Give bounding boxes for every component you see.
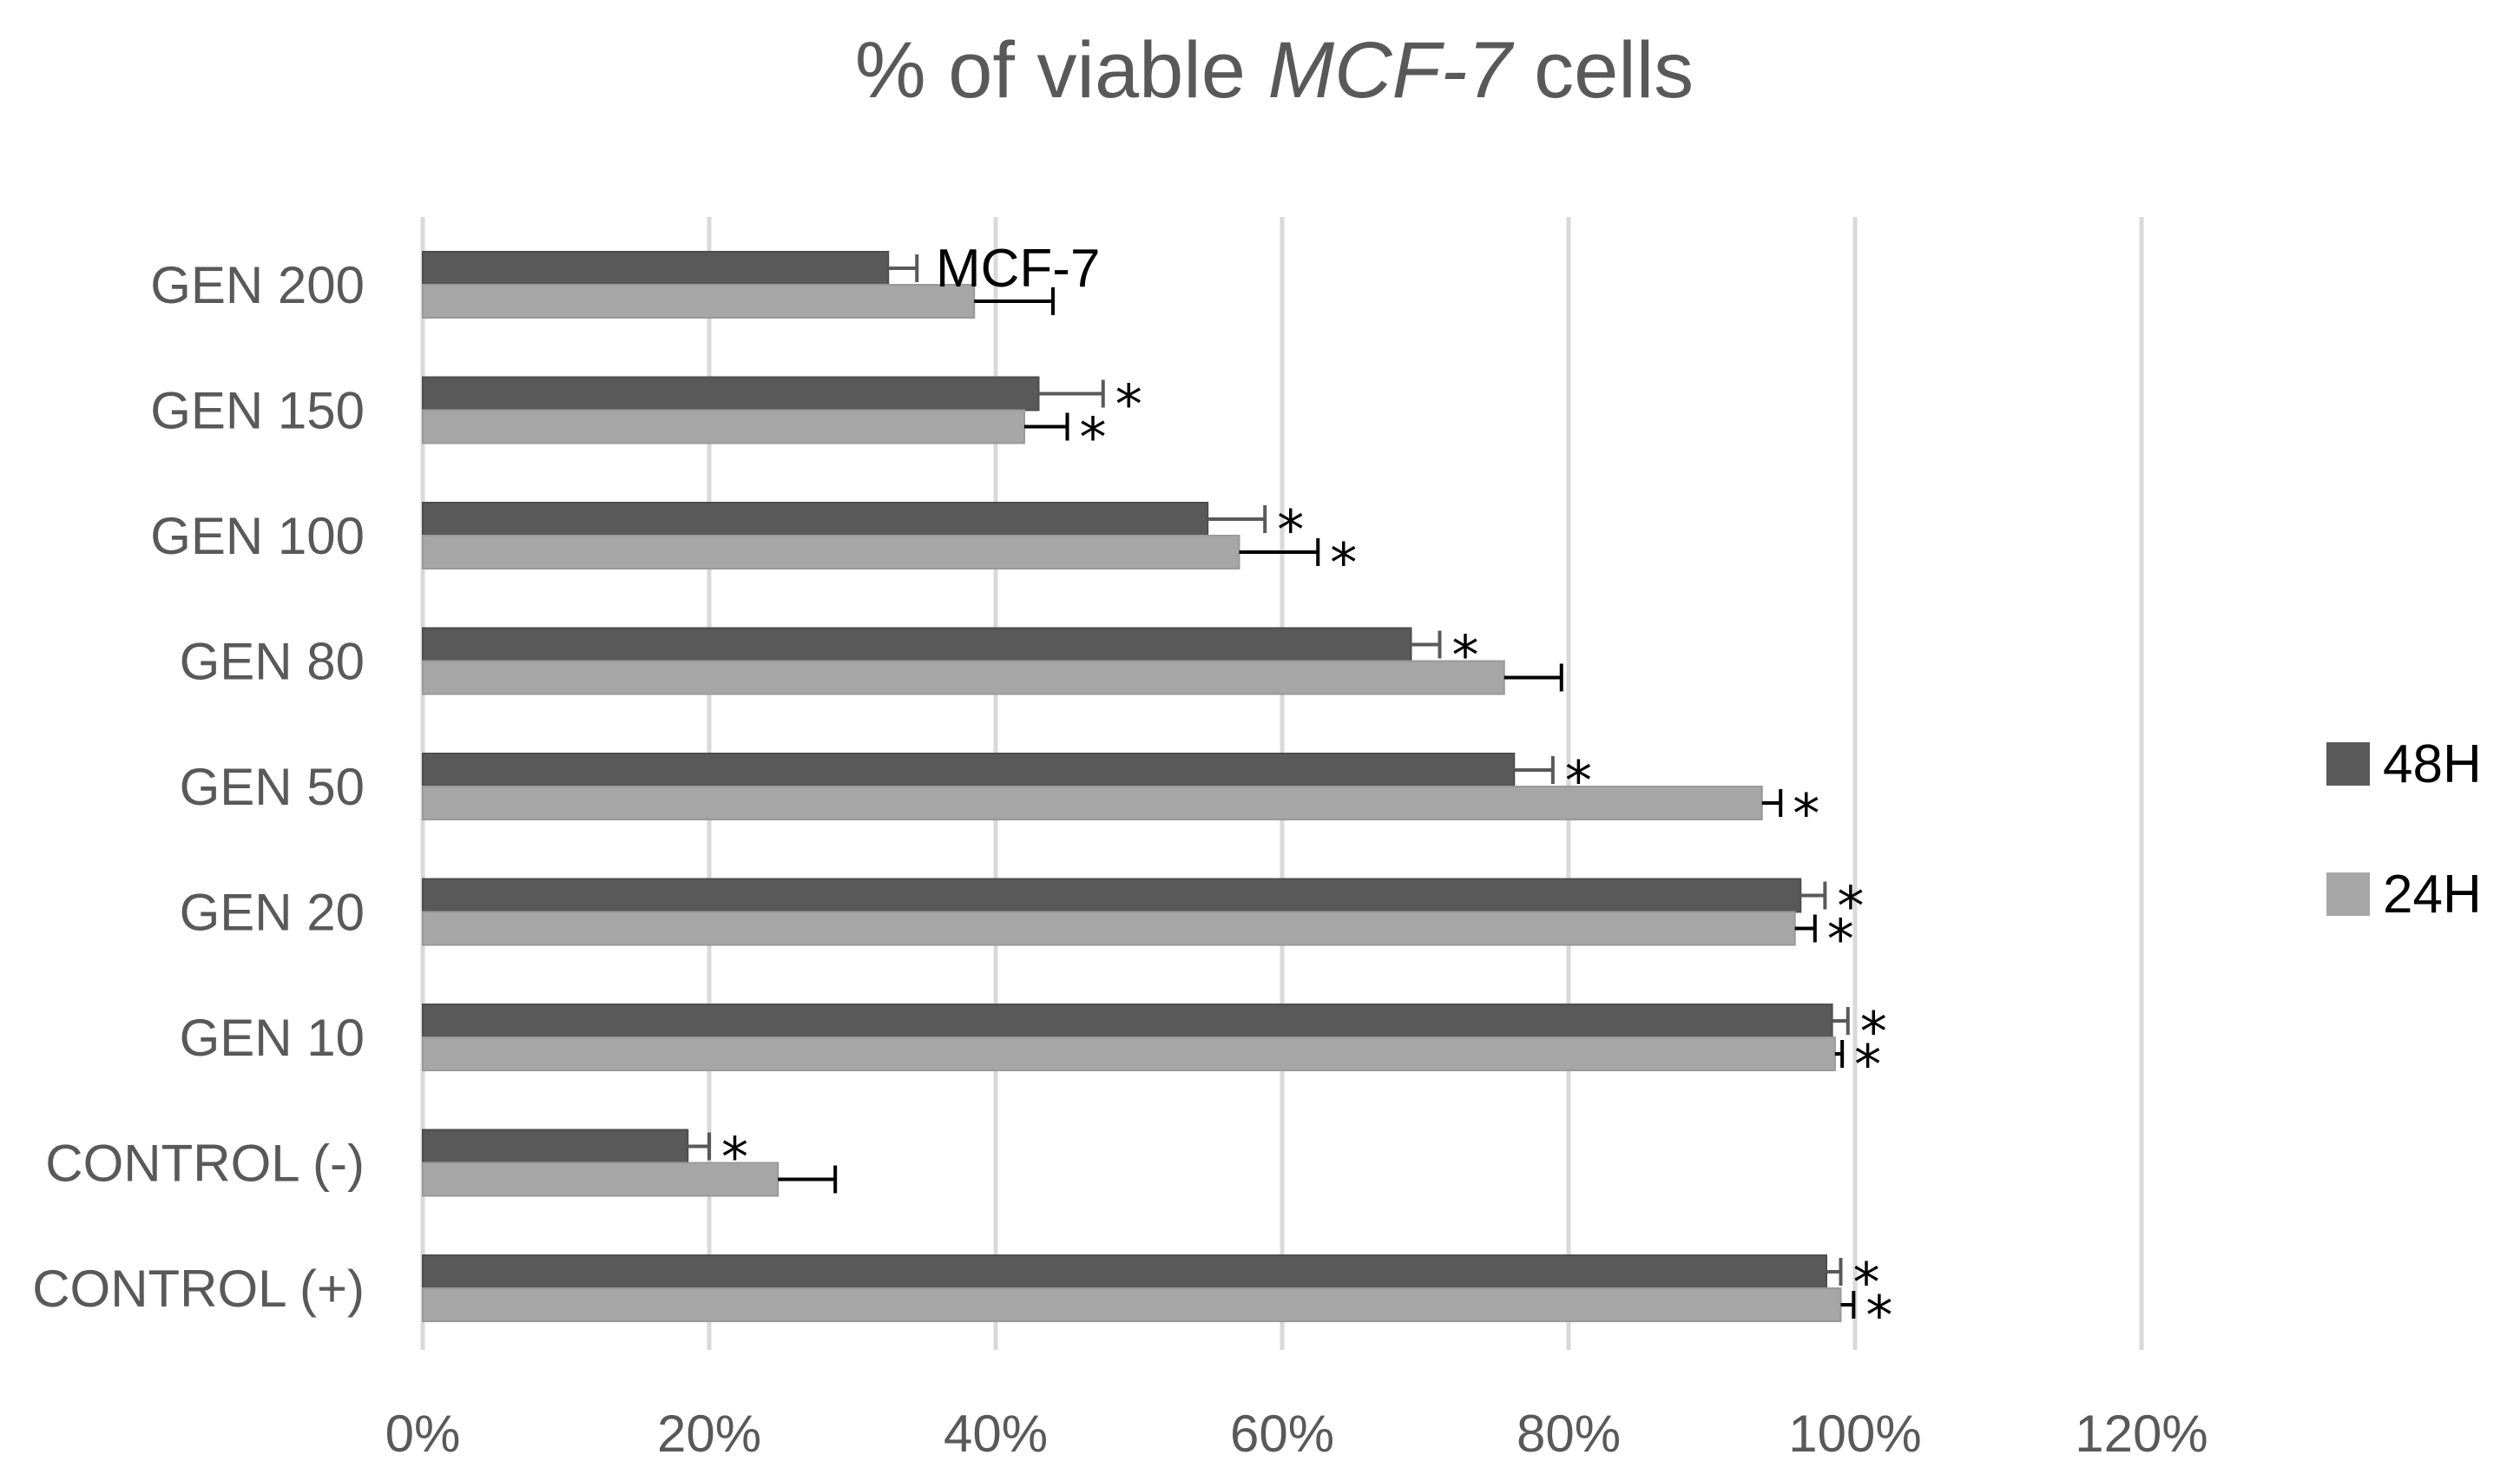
legend-label-24h: 24H xyxy=(2383,865,2482,925)
bar-48h-5 xyxy=(422,878,1802,913)
significance-star: * xyxy=(1854,1033,1881,1096)
y-tick-label: GEN 200 xyxy=(150,256,365,314)
bar-48h-7 xyxy=(422,1129,689,1164)
significance-star: * xyxy=(1565,749,1592,813)
bar-48h-6 xyxy=(422,1004,1833,1038)
significance-star: * xyxy=(1115,373,1142,437)
bar-24h-5 xyxy=(422,911,1796,946)
y-tick-label: GEN 50 xyxy=(180,758,365,816)
y-tick-label: GEN 20 xyxy=(180,884,365,942)
significance-star: * xyxy=(1837,875,1864,938)
significance-star: * xyxy=(1853,1251,1880,1314)
bar-24h-6 xyxy=(422,1037,1836,1071)
significance-star: * xyxy=(1793,782,1819,846)
title-italic-cell-line: MCF-7 xyxy=(1267,26,1514,115)
x-tick-label: 60% xyxy=(1230,1405,1334,1463)
x-tick-label: 20% xyxy=(657,1405,761,1463)
title-suffix: cells xyxy=(1512,26,1694,115)
bar-24h-4 xyxy=(422,786,1763,820)
x-tick-label: 100% xyxy=(1788,1405,1921,1463)
x-tick-label: 0% xyxy=(385,1405,461,1463)
y-tick-label: GEN 80 xyxy=(180,633,365,691)
y-tick-label: GEN 10 xyxy=(180,1009,365,1067)
legend-label-48h: 48H xyxy=(2383,734,2482,794)
y-tick-label: CONTROL (+) xyxy=(32,1260,365,1318)
bar-48h-8 xyxy=(422,1254,1827,1289)
bar-24h-0 xyxy=(422,284,976,319)
y-tick-label: GEN 150 xyxy=(150,382,365,440)
y-tick-label: CONTROL (-) xyxy=(45,1135,365,1193)
bars xyxy=(422,251,1842,1322)
x-tick-label: 40% xyxy=(944,1405,1048,1463)
significance-star: * xyxy=(1827,908,1854,971)
bar-48h-2 xyxy=(422,502,1209,536)
chart-title: % of viable MCF-7 cells xyxy=(855,26,1694,115)
significance-star: * xyxy=(1860,1000,1887,1063)
x-tick-labels: 0% 20% 40% 60% 80% 100% 120% xyxy=(385,1405,2208,1463)
significance-star: * xyxy=(721,1126,748,1189)
title-prefix: % of viable xyxy=(855,26,1268,115)
bar-24h-8 xyxy=(422,1287,1842,1322)
significance-star: * xyxy=(1865,1284,1892,1347)
bar-48h-0 xyxy=(422,251,890,286)
x-tick-label: 120% xyxy=(2075,1405,2207,1463)
legend: 48H 24H xyxy=(2326,734,2482,925)
legend-swatch-48h xyxy=(2326,742,2370,786)
bar-24h-1 xyxy=(422,409,1025,444)
legend-swatch-24h xyxy=(2326,872,2370,916)
bar-24h-2 xyxy=(422,535,1240,569)
y-tick-label: GEN 100 xyxy=(150,507,365,565)
significance-star: * xyxy=(1452,624,1479,688)
y-tick-labels: GEN 200 GEN 150 GEN 100 GEN 80 GEN 50 GEN 20 G… xyxy=(32,256,365,1318)
bar-24h-3 xyxy=(422,660,1505,695)
error-bars xyxy=(688,254,1856,1319)
significance-star: * xyxy=(1330,531,1357,595)
bar-48h-3 xyxy=(422,627,1412,662)
x-tick-label: 80% xyxy=(1517,1405,1621,1463)
annotation-cell-line: MCF-7 xyxy=(936,239,1100,299)
bar-24h-7 xyxy=(422,1162,780,1197)
significance-stars: ************** xyxy=(721,373,1892,1348)
significance-star: * xyxy=(1080,406,1107,470)
bar-48h-4 xyxy=(422,753,1516,787)
significance-star: * xyxy=(1277,498,1304,562)
bar-48h-1 xyxy=(422,376,1040,411)
